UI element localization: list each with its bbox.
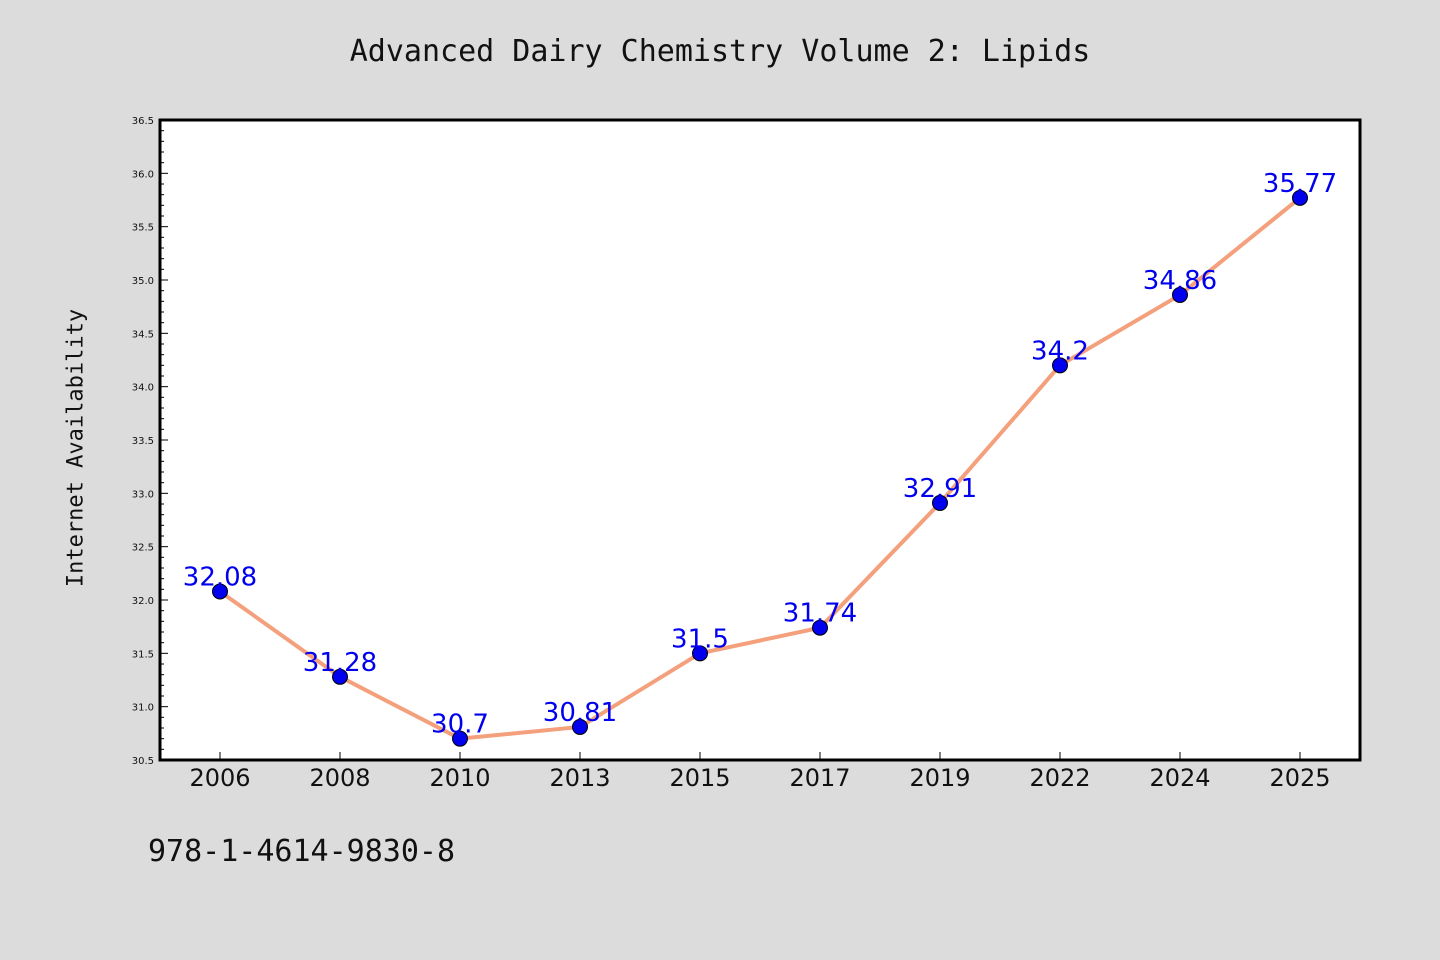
data-label: 34.2 (1031, 336, 1089, 366)
y-tick-label: 31.5 (132, 649, 154, 660)
data-point (572, 718, 588, 735)
data-label-layer: 32.08 31.28 30.7 30.81 31.5 31.74 32.91 34.2 34.… (183, 169, 1337, 740)
data-point (1052, 357, 1068, 374)
y-tick-label: 33.5 (132, 436, 154, 447)
data-point (1172, 286, 1188, 303)
y-axis: 30.5 31.0 31.5 32.0 32.5 33.0 33.5 34.0 34.5 35.0… (132, 116, 168, 767)
x-tick-label: 2010 (429, 764, 490, 792)
y-tick-label: 32.0 (132, 596, 154, 607)
y-tick-label: 36.0 (132, 169, 154, 180)
data-point (452, 730, 468, 747)
data-point (692, 645, 708, 662)
x-tick-label: 2022 (1029, 764, 1090, 792)
data-point (812, 619, 828, 636)
x-tick-label: 2006 (189, 764, 250, 792)
chart-title: Advanced Dairy Chemistry Volume 2: Lipid… (349, 34, 1091, 69)
data-point (1292, 189, 1308, 206)
x-axis: 2006 2008 2010 2013 2015 2017 2019 2022 2024 2025 (189, 752, 1331, 792)
x-tick-label: 2025 (1269, 764, 1330, 792)
data-label: 31.28 (303, 648, 377, 678)
y-tick-label: 30.5 (132, 756, 154, 767)
series-line (218, 196, 1302, 741)
y-tick-label: 34.5 (132, 329, 154, 340)
x-tick-label: 2019 (909, 764, 970, 792)
data-point (332, 668, 348, 685)
data-label: 31.74 (783, 599, 857, 629)
data-label: 30.81 (543, 698, 617, 728)
plot-frame (158, 118, 1362, 762)
data-label: 30.7 (431, 710, 489, 740)
x-tick-label: 2015 (669, 764, 730, 792)
plot-area (160, 120, 1360, 760)
data-label: 32.08 (183, 562, 257, 592)
y-tick-label: 36.5 (132, 116, 154, 127)
data-point (212, 583, 228, 600)
x-tick-label: 2008 (309, 764, 370, 792)
x-tick-label: 2024 (1149, 764, 1210, 792)
x-tick-label: 2013 (549, 764, 610, 792)
data-label: 32.91 (903, 474, 977, 504)
y-tick-label: 35.0 (132, 276, 154, 287)
y-tick-label: 31.0 (132, 703, 154, 714)
data-label: 34.86 (1143, 266, 1217, 296)
isbn-annotation: 978-1-4614-9830-8 (148, 834, 456, 869)
series-layer (212, 189, 1308, 747)
y-tick-label: 35.5 (132, 223, 154, 234)
x-tick-label: 2017 (789, 764, 850, 792)
data-label: 31.5 (671, 624, 729, 654)
data-point (932, 494, 948, 511)
y-tick-label: 32.5 (132, 543, 154, 554)
data-label: 35.77 (1263, 169, 1337, 199)
y-tick-label: 34.0 (132, 383, 154, 394)
y-tick-label: 33.0 (132, 489, 154, 500)
